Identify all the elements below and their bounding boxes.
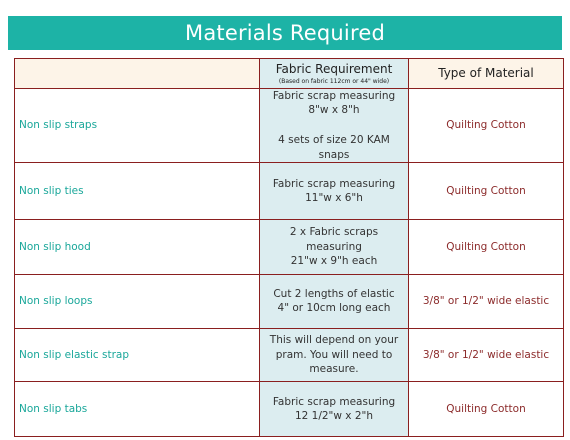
- fabric-requirement-cell: Cut 2 lengths of elastic 4" or 10cm long…: [259, 273, 409, 329]
- table-row: Non slip loops Cut 2 lengths of elastic …: [14, 273, 564, 329]
- requirement-line: Fabric scrap measuring: [272, 395, 396, 408]
- requirement-line: Fabric scrap measuring: [272, 177, 396, 190]
- fabric-requirement-cell: This will depend on your pram. You will …: [259, 327, 409, 382]
- material-type: Quilting Cotton: [408, 380, 564, 437]
- material-type: 3/8" or 1/2" wide elastic: [408, 273, 564, 329]
- material-name: Non slip tabs: [14, 380, 260, 437]
- material-type: 3/8" or 1/2" wide elastic: [408, 327, 564, 382]
- material-name: Non slip straps: [14, 88, 260, 163]
- requirement-line: 11"w x 6"h: [305, 191, 363, 204]
- requirement-line: 4" or 10cm long each: [277, 302, 391, 315]
- material-type: Quilting Cotton: [408, 161, 564, 220]
- material-name: Non slip elastic strap: [14, 327, 260, 382]
- material-type: Quilting Cotton: [408, 88, 564, 163]
- requirement-line: This will depend on your: [269, 334, 399, 347]
- requirement-line: measure.: [309, 362, 359, 375]
- fabric-requirement-cell: Fabric scrap measuring 8"w x 8"h 4 sets …: [259, 88, 409, 163]
- header-fabric-requirement: Fabric Requirement (Based on fabric 112c…: [259, 58, 409, 89]
- header-empty-cell: [14, 58, 260, 89]
- requirement-line: 4 sets of size 20 KAM snaps: [278, 134, 390, 161]
- fabric-requirement-cell: Fabric scrap measuring 12 1/2"w x 2"h: [259, 380, 409, 437]
- table-row: Non slip straps Fabric scrap measuring 8…: [14, 88, 564, 163]
- material-name: Non slip loops: [14, 273, 260, 329]
- page-title: Materials Required: [8, 16, 562, 50]
- table-row: Non slip hood 2 x Fabric scraps measurin…: [14, 218, 564, 275]
- requirement-line: Cut 2 lengths of elastic: [273, 288, 395, 301]
- requirement-line: 21"w x 9"h each: [290, 254, 378, 267]
- requirement-line: pram. You will need to: [275, 348, 393, 361]
- fabric-requirement-heading: Fabric Requirement: [275, 61, 393, 76]
- requirement-line: 8"w x 8"h: [308, 104, 360, 117]
- fabric-requirement-cell: Fabric scrap measuring 11"w x 6"h: [259, 161, 409, 220]
- material-name: Non slip ties: [14, 161, 260, 220]
- requirement-line: Fabric scrap measuring: [272, 90, 396, 102]
- requirement-line: 2 x Fabric scraps measuring: [289, 226, 379, 253]
- requirement-line: 12 1/2"w x 2"h: [294, 409, 374, 422]
- table-row: Non slip ties Fabric scrap measuring 11"…: [14, 161, 564, 220]
- material-type: Quilting Cotton: [408, 218, 564, 275]
- table-row: Non slip tabs Fabric scrap measuring 12 …: [14, 380, 564, 437]
- table-row: Non slip elastic strap This will depend …: [14, 327, 564, 382]
- header-type-of-material: Type of Material: [408, 58, 564, 89]
- type-of-material-heading: Type of Material: [438, 66, 534, 81]
- requirement-spacer: [264, 117, 404, 133]
- fabric-width-note: (Based on fabric 112cm or 44" wide): [278, 78, 390, 86]
- material-name: Non slip hood: [14, 218, 260, 275]
- materials-table: Fabric Requirement (Based on fabric 112c…: [14, 58, 564, 437]
- fabric-requirement-cell: 2 x Fabric scraps measuring 21"w x 9"h e…: [259, 218, 409, 275]
- table-header-row: Fabric Requirement (Based on fabric 112c…: [14, 58, 564, 89]
